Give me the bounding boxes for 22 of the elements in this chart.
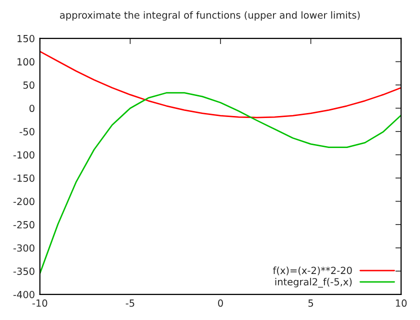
y-tick-label: -300	[13, 244, 34, 252]
chart-title: approximate the integral of functions (upper and lower limits)	[60, 11, 360, 21]
y-tick-label: -400	[13, 290, 34, 298]
x-tick-label: 10	[396, 299, 407, 307]
y-tick-label: 150	[18, 34, 34, 42]
legend-label: integral2_f(-5,x)	[275, 278, 352, 288]
line-series	[40, 50, 402, 118]
y-tick-label: 50	[23, 81, 34, 89]
y-tick-label: -100	[13, 151, 34, 159]
legend-label: f(x)=(x-2)**2-20	[272, 266, 352, 276]
y-tick-label: -350	[13, 268, 34, 275]
y-tick-label: 0	[29, 104, 34, 112]
y-tick-label: -50	[20, 128, 34, 136]
y-tick-label: -150	[13, 174, 34, 182]
x-tick-label: 0	[218, 299, 223, 307]
y-tick-label: -200	[13, 198, 34, 206]
line-series	[40, 92, 402, 274]
x-tick-label: -5	[126, 300, 134, 307]
x-tick-label: 5	[308, 300, 314, 307]
y-tick-label: 100	[18, 58, 34, 66]
y-tick-label: -250	[13, 221, 34, 228]
x-tick-label: -10	[32, 299, 48, 307]
